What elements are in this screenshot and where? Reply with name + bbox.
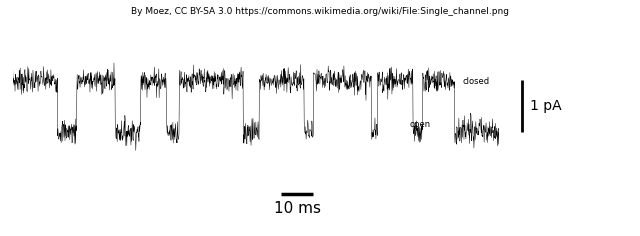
Text: open: open [409,120,430,129]
Text: 10 ms: 10 ms [274,201,321,216]
Text: By Moez, CC BY-SA 3.0 https://commons.wikimedia.org/wiki/File:Single_channel.png: By Moez, CC BY-SA 3.0 https://commons.wi… [131,7,509,16]
Text: 1 pA: 1 pA [530,99,561,113]
Text: closed: closed [463,77,490,86]
